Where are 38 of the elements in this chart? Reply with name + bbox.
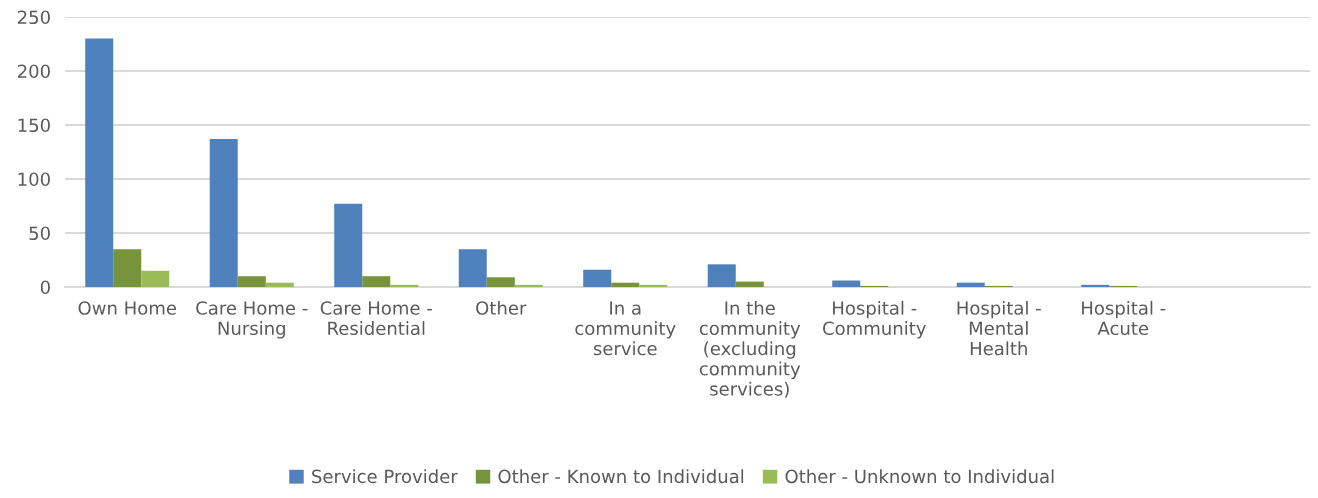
legend-label: Other - Known to Individual (498, 469, 744, 484)
legend-label: Service Provider (312, 469, 458, 484)
bar (611, 282, 640, 287)
bar (237, 276, 266, 287)
x-tick-label: Own Home (78, 301, 177, 315)
bar (141, 270, 170, 287)
bar (458, 249, 487, 287)
bar (265, 282, 294, 287)
bar (334, 203, 363, 287)
x-tick-label: Care Home - Residential (320, 301, 432, 336)
x-tick-label: Hospital - Acute (1082, 300, 1166, 336)
bar (514, 284, 543, 287)
y-tick-label: 250 (17, 10, 50, 25)
y-tick-label: 0 (40, 280, 50, 295)
bar (735, 281, 764, 287)
legend-label: Other - Unknown to Individual (785, 469, 1054, 484)
bar (956, 282, 985, 287)
bar (209, 139, 238, 287)
bar (583, 269, 612, 287)
bar (362, 276, 391, 287)
bar (832, 280, 861, 287)
bar (113, 249, 142, 287)
bar (1081, 284, 1110, 287)
x-tick-label: Other (476, 300, 527, 315)
x-tick-label: Hospital - Mental Health (957, 300, 1041, 356)
x-tick-label: Care Home - Nursing (196, 301, 308, 339)
bar (390, 284, 419, 287)
bar (85, 38, 114, 287)
bar (486, 277, 515, 287)
y-tick-label: 150 (18, 118, 50, 133)
y-tick-label: 50 (29, 226, 50, 241)
x-tick-label: In the community (excluding community services) (699, 300, 801, 398)
x-tick-label: Hospital - Community (823, 300, 926, 339)
bar (639, 284, 668, 287)
bar (707, 264, 736, 287)
y-tick-label: 100 (18, 172, 50, 187)
x-tick-label: In a community service (575, 301, 676, 356)
y-tick-label: 200 (17, 64, 50, 79)
